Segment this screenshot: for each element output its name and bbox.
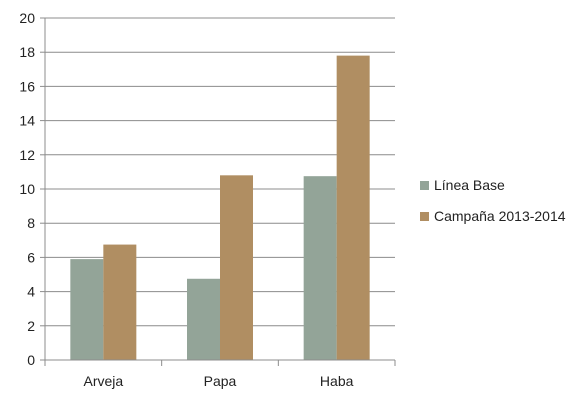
y-tick-label: 20 xyxy=(19,10,35,26)
x-category-label: Haba xyxy=(320,373,354,389)
y-tick-label: 6 xyxy=(27,249,35,265)
bar xyxy=(70,259,104,360)
y-tick-label: 2 xyxy=(27,318,35,334)
legend: Línea Base Campaña 2013-2014 xyxy=(420,177,566,224)
x-category-label: Arveja xyxy=(83,373,123,389)
legend-swatch xyxy=(420,212,429,221)
legend-label: Línea Base xyxy=(434,177,505,193)
x-axis-categories: Arveja Papa Haba xyxy=(83,373,353,389)
x-category-label: Papa xyxy=(204,373,237,389)
y-tick-label: 8 xyxy=(27,215,35,231)
y-tick-label: 10 xyxy=(19,181,35,197)
bar xyxy=(103,244,137,360)
y-tick-label: 16 xyxy=(19,78,35,94)
y-tick-label: 18 xyxy=(19,44,35,60)
bar xyxy=(220,175,253,360)
y-tick-label: 4 xyxy=(27,284,35,300)
y-tick-label: 12 xyxy=(19,147,35,163)
y-tick-label: 0 xyxy=(27,352,35,368)
y-tick-label: 14 xyxy=(19,113,35,129)
bars xyxy=(70,55,370,361)
bar xyxy=(303,176,337,360)
bar xyxy=(336,55,370,361)
y-axis-ticks: 0 2 4 6 8 10 12 14 16 18 20 xyxy=(19,10,45,368)
legend-swatch xyxy=(420,181,429,190)
legend-label: Campaña 2013-2014 xyxy=(434,208,566,224)
bar xyxy=(187,278,220,360)
